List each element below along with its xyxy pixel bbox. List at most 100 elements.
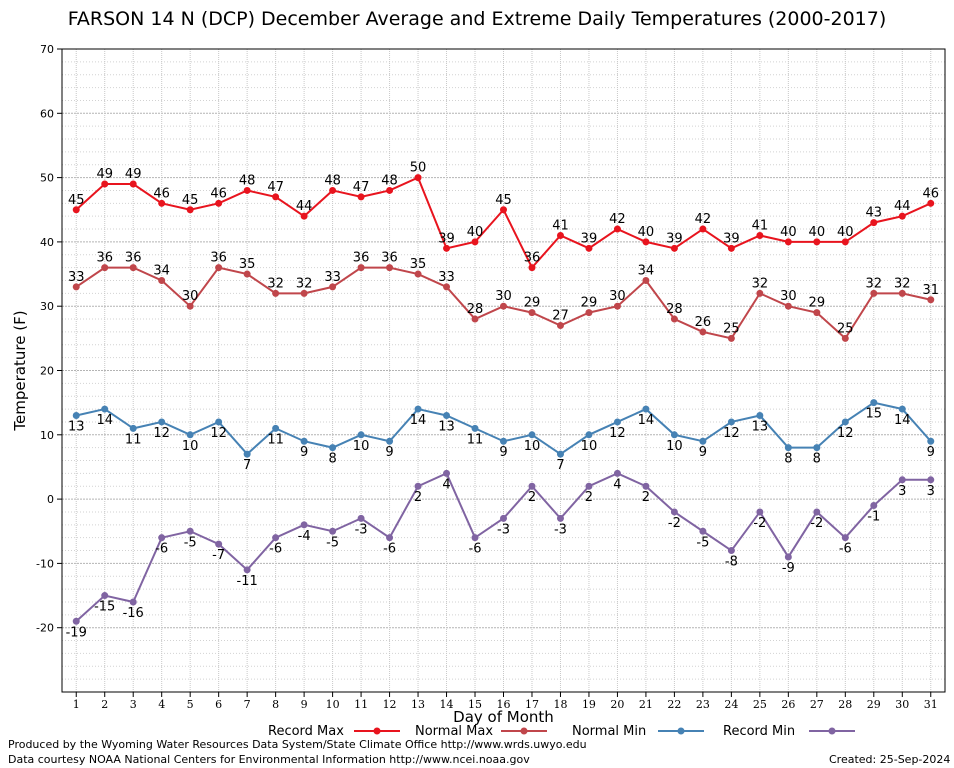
data-label-record-min: -9 — [782, 561, 795, 576]
series-record-max: 45 49 49 46 45 46 48 47 44 48 47 48 50 39 40 45 36 41 39 42… — [68, 161, 939, 272]
data-point-normal-min — [500, 437, 507, 445]
data-label-record-min: -3 — [554, 522, 567, 537]
data-label-record-max: 43 — [866, 206, 883, 221]
data-point-record-max — [329, 186, 337, 194]
data-point-normal-max — [841, 334, 849, 342]
data-point-normal-min — [443, 412, 451, 420]
data-point-normal-max — [727, 334, 735, 342]
data-label-normal-max: 30 — [609, 289, 626, 304]
y-tick-label: 0 — [47, 493, 54, 506]
x-tick-label: 17 — [525, 698, 539, 711]
data-label-normal-max: 33 — [324, 270, 341, 285]
data-point-record-min — [386, 534, 394, 542]
x-tick-label: 11 — [354, 698, 368, 711]
data-point-normal-max — [556, 321, 564, 329]
data-point-record-max — [699, 225, 707, 233]
data-label-normal-max: 28 — [666, 302, 683, 317]
legend-marker — [520, 727, 528, 735]
data-label-record-min: 2 — [642, 490, 650, 505]
data-point-normal-min — [471, 424, 479, 432]
data-label-record-min: -2 — [668, 516, 681, 531]
data-point-normal-max — [699, 328, 707, 336]
x-axis-label: Day of Month — [453, 708, 554, 726]
data-label-normal-max: 34 — [638, 263, 655, 278]
data-label-normal-max: 30 — [182, 289, 199, 304]
data-point-record-max — [727, 244, 735, 252]
data-label-record-min: -6 — [383, 542, 396, 557]
data-point-normal-min — [272, 424, 280, 432]
y-tick-label: 20 — [40, 365, 54, 378]
data-label-normal-min: 10 — [182, 439, 199, 454]
data-point-record-max — [585, 244, 593, 252]
credit-produced-by: Produced by the Wyoming Water Resources … — [8, 738, 587, 751]
data-label-normal-min: 12 — [609, 426, 626, 441]
data-label-record-min: 2 — [414, 490, 422, 505]
chart-grid — [62, 48, 945, 693]
data-label-normal-max: 25 — [837, 321, 854, 336]
data-label-normal-min: 12 — [153, 426, 170, 441]
data-point-normal-max — [129, 264, 137, 272]
data-label-normal-max: 33 — [438, 270, 455, 285]
data-label-normal-max: 36 — [125, 251, 142, 266]
data-point-normal-min — [898, 405, 906, 413]
data-point-record-max — [300, 212, 308, 220]
data-label-normal-min: 13 — [752, 420, 769, 435]
data-point-record-min — [471, 534, 479, 542]
data-label-normal-min: 9 — [300, 445, 308, 460]
data-point-normal-max — [329, 283, 337, 291]
data-point-normal-min — [756, 412, 764, 420]
data-point-normal-max — [158, 276, 166, 284]
data-label-record-max: 48 — [239, 173, 256, 188]
data-point-normal-max — [72, 283, 80, 291]
x-tick-label: 9 — [301, 698, 308, 711]
data-label-normal-min: 7 — [556, 458, 564, 473]
data-label-normal-max: 36 — [96, 251, 113, 266]
data-label-normal-min: 13 — [438, 420, 455, 435]
data-label-normal-min: 14 — [410, 413, 427, 428]
y-tick-label: 60 — [40, 107, 54, 120]
data-label-normal-max: 32 — [267, 276, 284, 291]
data-label-normal-max: 30 — [495, 289, 512, 304]
data-point-normal-min — [186, 431, 194, 439]
data-label-record-min: -2 — [810, 516, 823, 531]
data-point-record-max — [528, 264, 536, 272]
data-label-normal-min: 12 — [837, 426, 854, 441]
data-label-record-min: -4 — [298, 529, 311, 544]
data-point-normal-min — [670, 431, 678, 439]
data-label-normal-max: 28 — [467, 302, 484, 317]
data-point-normal-max — [500, 302, 507, 310]
data-point-record-min — [699, 527, 707, 535]
data-point-record-min — [813, 508, 821, 516]
data-point-normal-min — [329, 444, 337, 452]
data-point-normal-min — [870, 399, 878, 407]
data-label-record-max: 45 — [182, 193, 199, 208]
data-point-record-max — [272, 193, 280, 201]
data-label-record-max: 39 — [438, 231, 455, 246]
data-point-normal-min — [927, 437, 935, 445]
data-label-record-max: 46 — [210, 186, 227, 201]
data-label-record-max: 40 — [638, 225, 655, 240]
data-label-record-min: -5 — [184, 535, 197, 550]
data-label-record-max: 50 — [410, 161, 427, 176]
data-label-record-min: -6 — [269, 542, 282, 557]
x-tick-label: 31 — [924, 698, 938, 711]
data-label-record-min: -19 — [66, 625, 87, 640]
data-point-record-max — [642, 238, 650, 246]
x-tick-label: 18 — [553, 698, 567, 711]
data-point-normal-max — [186, 302, 194, 310]
data-point-record-min — [585, 482, 593, 490]
data-point-normal-max — [898, 289, 906, 297]
data-label-normal-max: 30 — [780, 289, 797, 304]
data-label-record-min: -6 — [155, 542, 168, 557]
legend-item: Record Min — [723, 724, 855, 739]
legend-marker — [373, 727, 381, 735]
legend-item: Record Max — [268, 724, 400, 739]
data-label-normal-min: 10 — [666, 439, 683, 454]
data-point-normal-max — [357, 264, 365, 272]
data-label-normal-min: 10 — [524, 439, 541, 454]
data-label-record-max: 49 — [125, 167, 142, 182]
data-label-normal-min: 9 — [499, 445, 507, 460]
data-label-record-max: 45 — [68, 193, 85, 208]
data-label-record-min: -2 — [753, 516, 766, 531]
